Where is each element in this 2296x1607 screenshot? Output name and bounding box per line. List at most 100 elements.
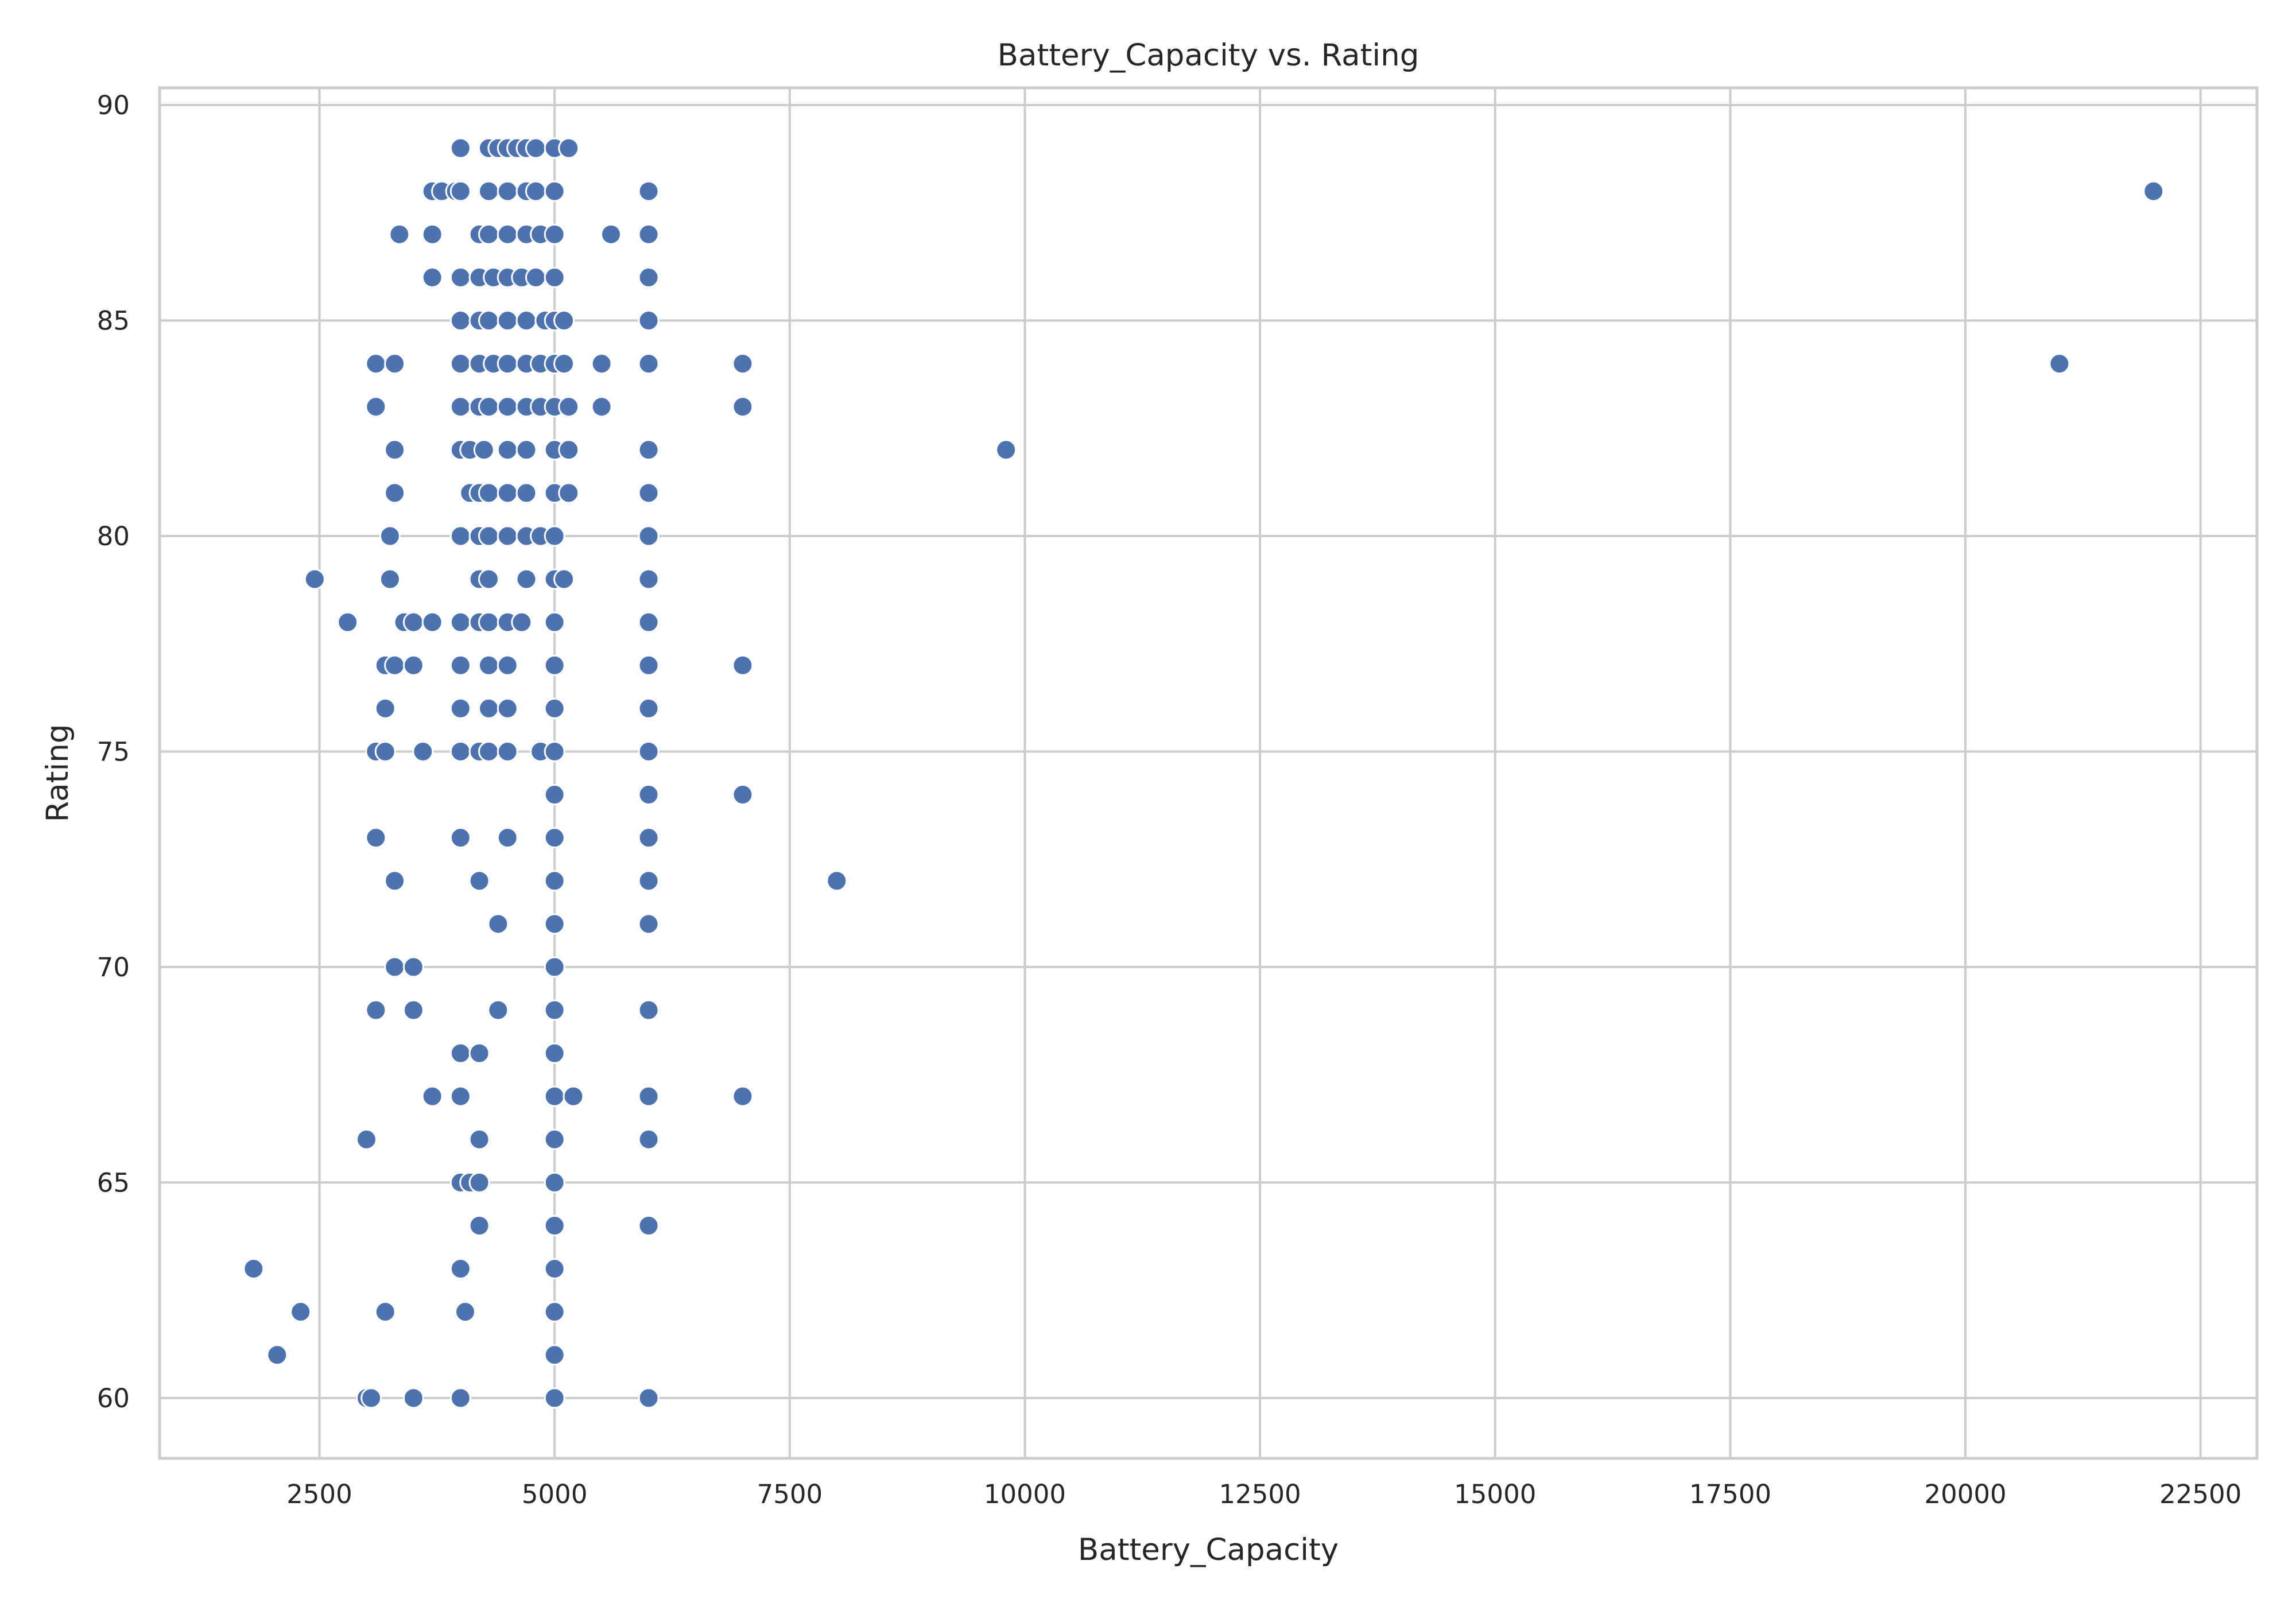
data-point xyxy=(544,740,565,762)
data-point xyxy=(468,1128,490,1150)
data-point xyxy=(402,654,424,676)
grid-lines xyxy=(160,88,2257,1458)
data-point xyxy=(553,353,575,375)
data-point xyxy=(478,568,499,590)
data-point xyxy=(384,654,406,676)
data-point xyxy=(553,310,575,332)
data-point xyxy=(544,1214,565,1236)
data-point xyxy=(402,1387,424,1409)
data-point xyxy=(638,310,660,332)
data-point xyxy=(365,827,387,849)
data-point xyxy=(379,568,401,590)
data-point xyxy=(478,611,499,633)
y-tick-label: 60 xyxy=(97,1383,130,1414)
x-tick-label: 15000 xyxy=(1454,1479,1536,1509)
data-point xyxy=(374,1301,396,1323)
data-point xyxy=(478,525,499,547)
data-point xyxy=(544,956,565,978)
data-point xyxy=(525,180,546,202)
x-tick-label: 2500 xyxy=(286,1479,352,1509)
data-point xyxy=(449,740,471,762)
data-point xyxy=(497,697,518,719)
data-point xyxy=(563,1085,584,1107)
data-point xyxy=(497,223,518,245)
data-point xyxy=(497,439,518,461)
data-point xyxy=(473,439,495,461)
data-point xyxy=(487,999,509,1021)
data-point xyxy=(638,223,660,245)
data-point xyxy=(384,353,406,375)
data-point xyxy=(365,999,387,1021)
y-tick-labels: 60 65 70 75 80 85 90 xyxy=(97,90,130,1414)
data-point xyxy=(732,784,754,806)
x-tick-label: 5000 xyxy=(522,1479,588,1509)
data-point xyxy=(638,568,660,590)
data-point xyxy=(544,525,565,547)
data-point xyxy=(497,827,518,849)
data-point xyxy=(732,1085,754,1107)
data-point xyxy=(515,310,537,332)
data-point xyxy=(449,266,471,288)
data-point xyxy=(558,482,580,504)
data-point xyxy=(478,482,499,504)
data-point xyxy=(290,1301,312,1323)
data-point xyxy=(995,439,1017,461)
data-point xyxy=(638,870,660,892)
data-point xyxy=(638,784,660,806)
data-point xyxy=(478,310,499,332)
data-point xyxy=(497,482,518,504)
data-point xyxy=(544,1128,565,1150)
data-point xyxy=(638,1214,660,1236)
x-axis-label: Battery_Capacity xyxy=(1078,1532,1339,1567)
data-point xyxy=(544,1085,565,1107)
data-point xyxy=(421,1085,443,1107)
data-point xyxy=(449,396,471,418)
y-tick-label: 70 xyxy=(97,952,130,983)
data-point xyxy=(638,913,660,935)
data-point xyxy=(449,180,471,202)
data-point xyxy=(515,482,537,504)
data-point xyxy=(826,870,848,892)
data-point xyxy=(468,870,490,892)
data-point xyxy=(2049,353,2070,375)
data-point xyxy=(638,1387,660,1409)
data-point xyxy=(732,396,754,418)
x-tick-label: 22500 xyxy=(2159,1479,2241,1509)
data-point xyxy=(638,180,660,202)
data-point xyxy=(455,1301,476,1323)
data-point xyxy=(732,353,754,375)
data-point xyxy=(544,697,565,719)
data-point xyxy=(497,654,518,676)
data-point xyxy=(384,956,406,978)
y-tick-label: 90 xyxy=(97,90,130,121)
data-point xyxy=(412,740,434,762)
y-tick-label: 85 xyxy=(97,306,130,336)
data-point xyxy=(497,740,518,762)
data-point xyxy=(478,697,499,719)
chart-title: Battery_Capacity vs. Rating xyxy=(998,38,1420,73)
data-point xyxy=(497,180,518,202)
data-point xyxy=(638,827,660,849)
data-point xyxy=(544,180,565,202)
data-point xyxy=(497,525,518,547)
x-tick-label: 20000 xyxy=(1924,1479,2006,1509)
data-point xyxy=(544,1171,565,1193)
plot-area-frame xyxy=(158,86,2259,1460)
data-point xyxy=(365,396,387,418)
data-point xyxy=(544,1387,565,1409)
data-point xyxy=(402,611,424,633)
data-point xyxy=(421,266,443,288)
data-point xyxy=(449,1085,471,1107)
data-point xyxy=(544,1042,565,1064)
data-point xyxy=(449,1042,471,1064)
data-point xyxy=(304,568,325,590)
data-point xyxy=(544,223,565,245)
data-point xyxy=(478,740,499,762)
data-point xyxy=(379,525,401,547)
data-point xyxy=(638,654,660,676)
data-point xyxy=(337,611,359,633)
data-point xyxy=(243,1258,265,1280)
data-points xyxy=(243,137,2165,1409)
data-point xyxy=(384,870,406,892)
data-point xyxy=(449,827,471,849)
